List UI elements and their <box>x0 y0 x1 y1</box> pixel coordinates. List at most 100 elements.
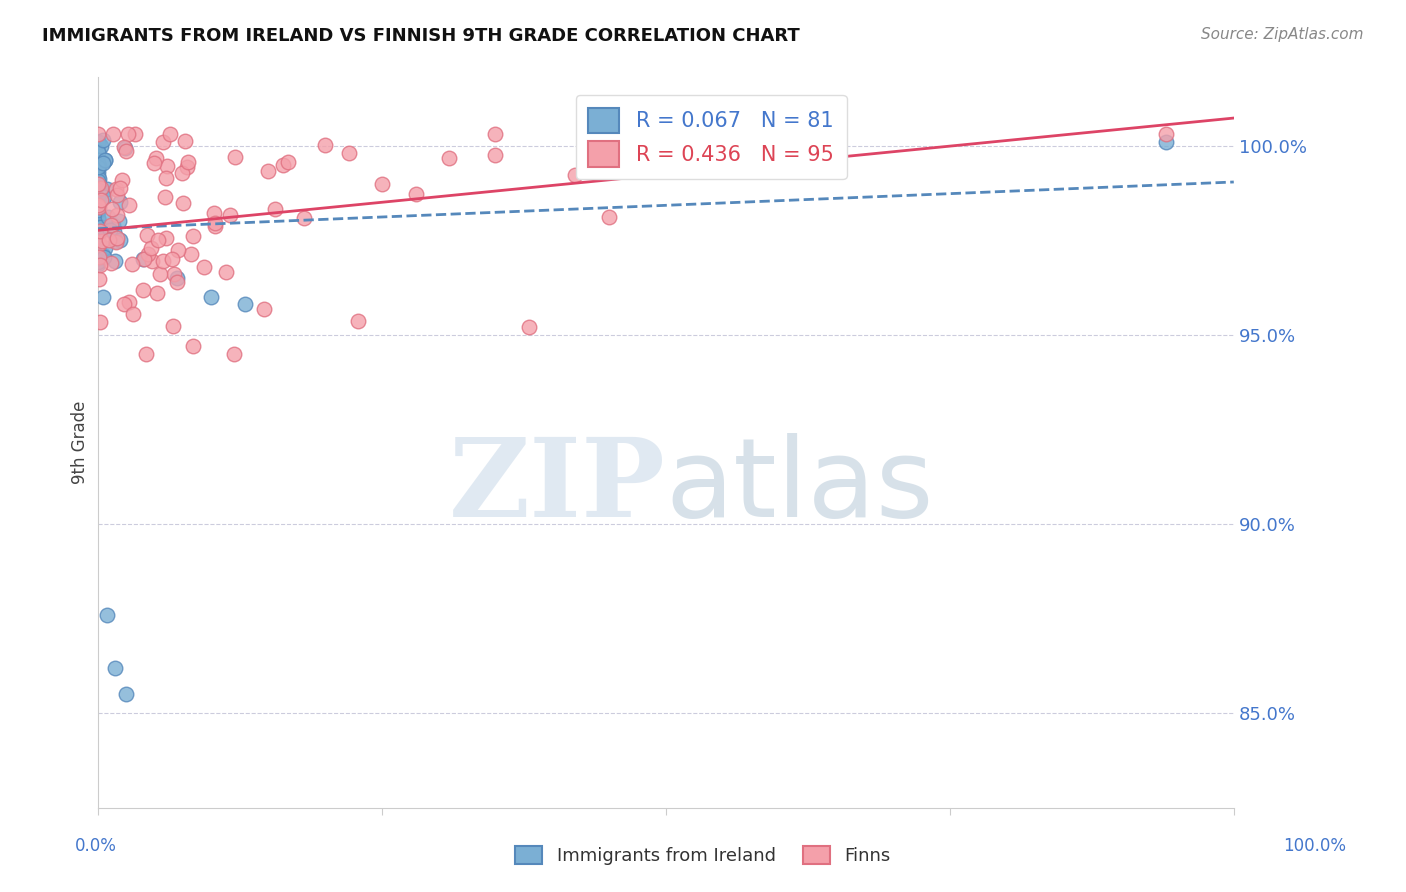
Point <box>117 127 139 141</box>
Point <box>105 235 128 249</box>
Point <box>86 239 108 253</box>
Point <box>292 211 315 226</box>
Point <box>166 271 188 285</box>
Point <box>112 139 135 153</box>
Point <box>564 168 586 182</box>
Point <box>155 231 177 245</box>
Point <box>91 156 114 170</box>
Point <box>222 346 245 360</box>
Point <box>107 213 129 227</box>
Point <box>141 254 163 268</box>
Point <box>87 145 110 159</box>
Text: IMMIGRANTS FROM IRELAND VS FINNISH 9TH GRADE CORRELATION CHART: IMMIGRANTS FROM IRELAND VS FINNISH 9TH G… <box>42 27 800 45</box>
Point <box>104 253 127 268</box>
Point <box>153 189 176 203</box>
Point <box>132 252 155 267</box>
Point <box>654 147 676 161</box>
Point <box>91 248 114 262</box>
Text: Source: ZipAtlas.com: Source: ZipAtlas.com <box>1201 27 1364 42</box>
Point <box>97 233 120 247</box>
Point <box>86 232 108 246</box>
Point <box>145 151 167 165</box>
Point <box>90 180 112 194</box>
Point <box>90 193 112 207</box>
Point <box>233 297 256 311</box>
Point <box>517 320 540 334</box>
Point <box>174 134 197 148</box>
Point <box>87 159 110 173</box>
Point <box>86 177 108 191</box>
Point <box>136 247 159 261</box>
Point <box>89 183 111 197</box>
Point <box>204 219 226 234</box>
Point <box>172 195 194 210</box>
Point <box>90 138 112 153</box>
Point <box>86 160 108 174</box>
Point <box>149 267 172 281</box>
Point <box>166 276 188 290</box>
Point <box>86 183 108 197</box>
Point <box>93 153 115 167</box>
Point <box>159 127 181 141</box>
Point <box>100 223 122 237</box>
Point <box>1154 135 1177 149</box>
Point <box>86 204 108 219</box>
Point <box>484 127 506 141</box>
Point <box>86 183 108 197</box>
Point <box>103 127 125 141</box>
Point <box>86 212 108 227</box>
Point <box>94 153 117 167</box>
Point <box>163 267 186 281</box>
Text: 100.0%: 100.0% <box>1284 837 1346 855</box>
Point <box>87 135 110 149</box>
Point <box>86 222 108 236</box>
Point <box>87 242 110 256</box>
Point <box>148 233 170 247</box>
Point <box>89 192 111 206</box>
Point <box>87 237 110 252</box>
Point <box>1154 127 1177 141</box>
Point <box>86 181 108 195</box>
Point <box>110 180 132 194</box>
Point <box>122 307 145 321</box>
Point <box>180 247 202 261</box>
Point <box>215 265 238 279</box>
Point <box>193 260 215 274</box>
Point <box>96 182 118 196</box>
Point <box>105 230 128 244</box>
Point <box>121 257 143 271</box>
Point <box>110 233 132 247</box>
Point <box>89 224 111 238</box>
Point <box>170 166 193 180</box>
Point <box>87 200 110 214</box>
Point <box>105 182 128 196</box>
Point <box>87 244 110 258</box>
Point <box>101 218 124 232</box>
Point <box>132 252 155 266</box>
Point <box>91 133 114 147</box>
Legend: Immigrants from Ireland, Finns: Immigrants from Ireland, Finns <box>508 838 898 872</box>
Point <box>370 177 392 191</box>
Point <box>87 181 110 195</box>
Point <box>115 687 138 701</box>
Point <box>135 346 157 360</box>
Point <box>86 194 108 208</box>
Point <box>87 253 110 268</box>
Point <box>90 219 112 234</box>
Point <box>200 290 222 304</box>
Point <box>87 165 110 179</box>
Point <box>100 218 122 232</box>
Y-axis label: 9th Grade: 9th Grade <box>72 401 89 484</box>
Point <box>156 159 179 173</box>
Point <box>141 242 163 256</box>
Point <box>94 242 117 256</box>
Point <box>103 225 125 239</box>
Point <box>181 339 204 353</box>
Point <box>86 189 108 203</box>
Point <box>86 137 108 152</box>
Point <box>264 202 287 216</box>
Point <box>86 257 108 271</box>
Point <box>97 210 120 224</box>
Point <box>89 258 111 272</box>
Point <box>142 156 165 170</box>
